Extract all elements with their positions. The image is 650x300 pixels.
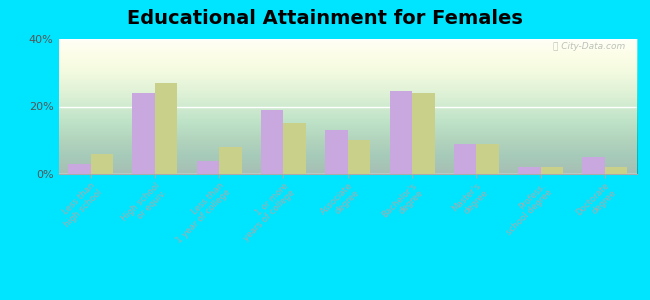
- Bar: [325, 130, 348, 174]
- Bar: [476, 144, 499, 174]
- Text: ⓘ City-Data.com: ⓘ City-Data.com: [553, 42, 625, 51]
- Bar: [261, 110, 283, 174]
- Bar: [283, 123, 306, 174]
- Bar: [454, 144, 476, 174]
- Bar: [68, 164, 90, 174]
- Bar: [219, 147, 242, 174]
- Bar: [412, 93, 434, 174]
- Bar: [348, 140, 370, 174]
- Bar: [197, 160, 219, 174]
- Text: Educational Attainment for Females: Educational Attainment for Females: [127, 9, 523, 28]
- Bar: [541, 167, 563, 174]
- Bar: [605, 167, 627, 174]
- Bar: [155, 83, 177, 174]
- Bar: [582, 157, 605, 174]
- Bar: [389, 91, 412, 174]
- Bar: [518, 167, 541, 174]
- Bar: [133, 93, 155, 174]
- Bar: [90, 154, 113, 174]
